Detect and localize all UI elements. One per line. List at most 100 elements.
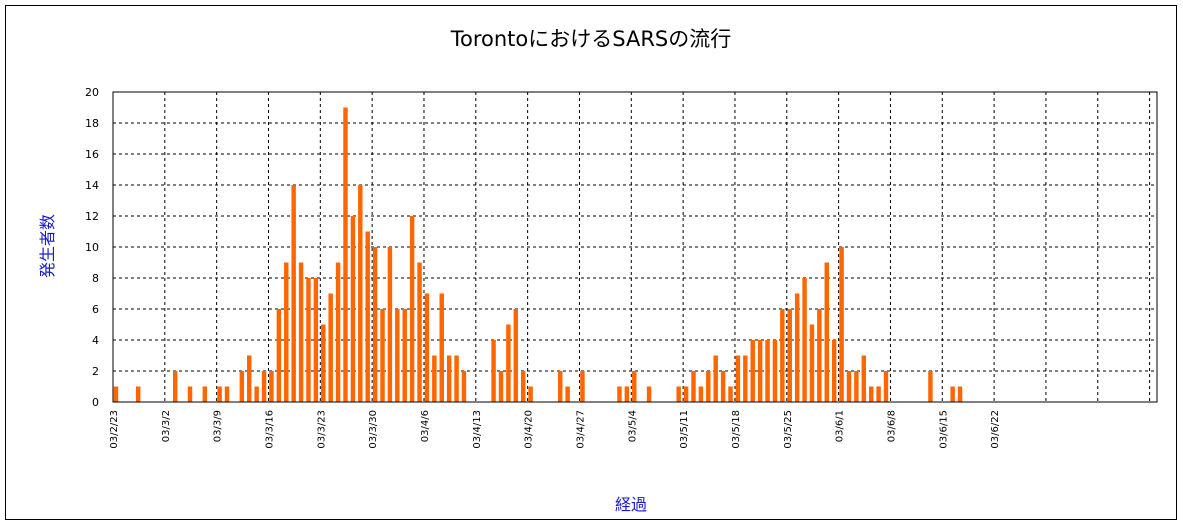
- bar: [372, 247, 378, 402]
- bar: [580, 371, 585, 402]
- bar: [624, 386, 630, 402]
- bar: [261, 371, 267, 402]
- x-tick-label: 03/6/1: [835, 410, 846, 442]
- bar: [276, 309, 282, 402]
- bar: [239, 371, 245, 402]
- bar: [298, 262, 304, 402]
- bar: [409, 216, 415, 402]
- bar: [113, 386, 119, 402]
- bar: [520, 371, 526, 402]
- bar: [802, 278, 807, 402]
- y-tick-label: 8: [92, 272, 99, 285]
- bar: [135, 386, 141, 402]
- x-tick-label: 03/4/20: [524, 410, 535, 449]
- bar: [750, 340, 755, 402]
- bar: [691, 371, 696, 402]
- x-tick-label: 03/3/30: [368, 410, 379, 449]
- bar: [743, 355, 748, 402]
- bar: [217, 386, 222, 402]
- x-tick-label: 03/6/15: [938, 410, 949, 449]
- x-tick-label: 03/4/27: [575, 410, 586, 449]
- bar: [454, 355, 459, 402]
- bar: [787, 309, 792, 402]
- y-tick-label: 0: [92, 396, 99, 409]
- x-tick-label: 03/3/23: [316, 410, 327, 449]
- bar: [172, 371, 178, 402]
- y-tick-label: 12: [85, 210, 99, 223]
- x-tick-label: 03/3/9: [213, 410, 224, 442]
- bar: [617, 386, 622, 402]
- plot-border: [112, 91, 1158, 403]
- y-tick-label: 20: [85, 86, 99, 99]
- grid-lines: [113, 92, 1157, 402]
- bar: [683, 386, 689, 402]
- bar: [291, 185, 296, 402]
- bar: [432, 355, 437, 402]
- x-axis-ticks: 03/2/23 03/3/2 03/3/9 03/3/16 03/3/23 03/3/30…: [109, 410, 1001, 449]
- bar: [794, 293, 800, 402]
- bar: [846, 371, 852, 402]
- bar: [424, 293, 430, 402]
- x-tick-label: 03/5/25: [783, 410, 794, 449]
- bars: [113, 107, 963, 402]
- bar: [780, 309, 785, 402]
- bar: [380, 309, 385, 402]
- y-tick-label: 6: [92, 303, 99, 316]
- bar: [698, 386, 704, 402]
- bar: [854, 371, 859, 402]
- bar: [365, 231, 370, 402]
- bar: [306, 278, 311, 402]
- bar: [224, 386, 230, 402]
- bar: [513, 309, 519, 402]
- bar: [720, 371, 726, 402]
- bar: [343, 107, 348, 402]
- y-tick-label: 2: [92, 365, 99, 378]
- y-tick-label: 4: [92, 334, 99, 347]
- bar: [254, 386, 259, 402]
- x-tick-label: 03/4/6: [420, 410, 431, 442]
- bar: [387, 247, 393, 402]
- y-axis-title: 発生者数: [38, 214, 57, 278]
- x-tick-label: 03/5/4: [627, 410, 638, 442]
- bar: [402, 309, 407, 402]
- bar: [928, 371, 933, 402]
- bar: [328, 293, 333, 402]
- bar: [883, 371, 889, 402]
- bar: [957, 386, 963, 402]
- bar: [772, 340, 778, 402]
- y-axis-ticks: 0 2 4 6 8 10 12 14 16 18 20: [85, 86, 99, 409]
- x-tick-label: 03/5/11: [679, 410, 690, 449]
- bar: [247, 355, 252, 402]
- bar: [868, 386, 874, 402]
- x-axis-title: 経過: [615, 495, 647, 514]
- x-tick-label: 03/6/8: [886, 410, 897, 442]
- bar: [506, 324, 511, 402]
- bar: [757, 340, 763, 402]
- bar: [269, 371, 274, 402]
- bar: [861, 355, 867, 402]
- y-tick-label: 16: [85, 148, 99, 161]
- bar: [528, 386, 533, 402]
- bar: [706, 371, 711, 402]
- bar: [335, 262, 341, 402]
- x-tick-label: 03/5/18: [731, 410, 742, 449]
- y-tick-label: 10: [85, 241, 99, 254]
- x-tick-label: 03/4/13: [472, 410, 483, 449]
- bar: [491, 340, 496, 402]
- bar: [646, 386, 652, 402]
- bar: [839, 247, 844, 402]
- x-tick-label: 03/3/2: [161, 410, 172, 442]
- bar: [321, 324, 326, 402]
- y-tick-label: 18: [85, 117, 99, 130]
- bar: [676, 386, 681, 402]
- bar: [557, 371, 563, 402]
- bar: [565, 386, 570, 402]
- bar: [461, 371, 467, 402]
- bar: [735, 355, 741, 402]
- x-tick-label: 03/3/16: [264, 410, 275, 449]
- bar: [358, 185, 363, 402]
- bar: [202, 386, 208, 402]
- y-tick-label: 14: [85, 179, 99, 192]
- bar: [950, 386, 955, 402]
